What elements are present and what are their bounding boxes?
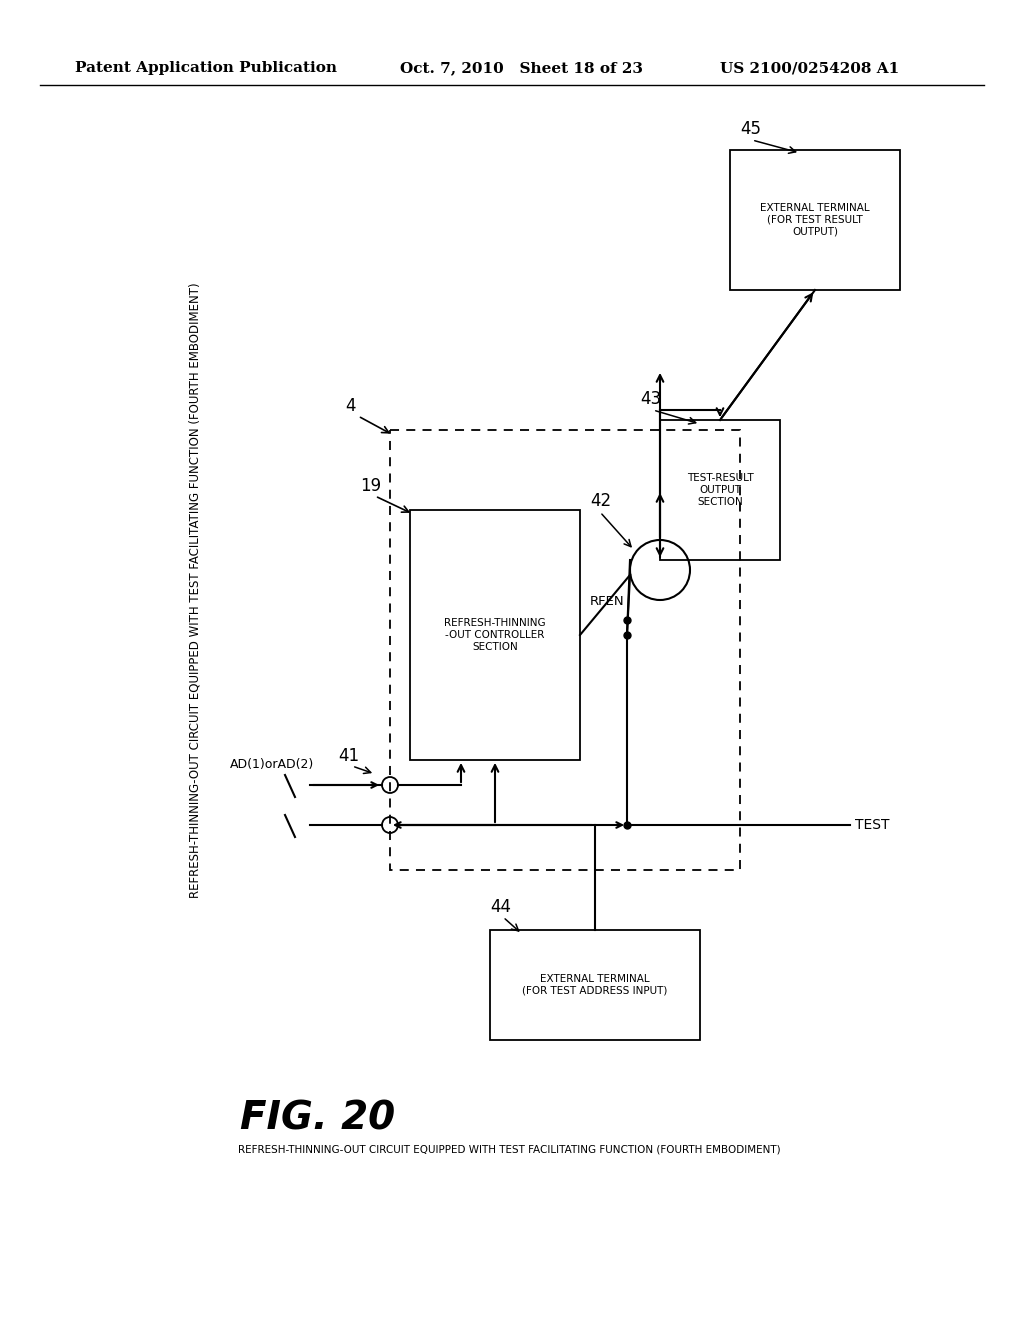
Bar: [490, 931, 700, 1040]
Text: 41: 41: [338, 747, 359, 766]
Text: Oct. 7, 2010   Sheet 18 of 23: Oct. 7, 2010 Sheet 18 of 23: [400, 61, 643, 75]
Text: REFRESH-THINNING-OUT CIRCUIT EQUIPPED WITH TEST FACILITATING FUNCTION (FOURTH EM: REFRESH-THINNING-OUT CIRCUIT EQUIPPED WI…: [238, 1144, 780, 1155]
Text: 4: 4: [345, 397, 355, 414]
Text: REFRESH-THINNING-OUT CIRCUIT EQUIPPED WITH TEST FACILITATING FUNCTION (FOURTH EM: REFRESH-THINNING-OUT CIRCUIT EQUIPPED WI…: [188, 282, 202, 898]
Text: EXTERNAL TERMINAL
(FOR TEST ADDRESS INPUT): EXTERNAL TERMINAL (FOR TEST ADDRESS INPU…: [522, 974, 668, 995]
Text: 44: 44: [490, 898, 511, 916]
Text: 19: 19: [360, 477, 381, 495]
Bar: [390, 430, 740, 870]
Text: EXTERNAL TERMINAL
(FOR TEST RESULT
OUTPUT): EXTERNAL TERMINAL (FOR TEST RESULT OUTPU…: [760, 203, 869, 236]
Bar: [730, 150, 900, 290]
Text: TEST: TEST: [855, 818, 890, 832]
Text: US 2100/0254208 A1: US 2100/0254208 A1: [720, 61, 899, 75]
Bar: [660, 420, 780, 560]
Text: 45: 45: [740, 120, 761, 139]
Text: Patent Application Publication: Patent Application Publication: [75, 61, 337, 75]
Text: AD(1)orAD(2): AD(1)orAD(2): [230, 758, 314, 771]
Text: FIG. 20: FIG. 20: [240, 1100, 395, 1138]
Text: TEST-RESULT
OUTPUT
SECTION: TEST-RESULT OUTPUT SECTION: [687, 474, 754, 507]
Text: 43: 43: [640, 389, 662, 408]
Text: RFEN: RFEN: [590, 595, 625, 609]
Text: REFRESH-THINNING
-OUT CONTROLLER
SECTION: REFRESH-THINNING -OUT CONTROLLER SECTION: [444, 618, 546, 652]
Bar: [410, 510, 580, 760]
Text: 42: 42: [590, 492, 611, 510]
